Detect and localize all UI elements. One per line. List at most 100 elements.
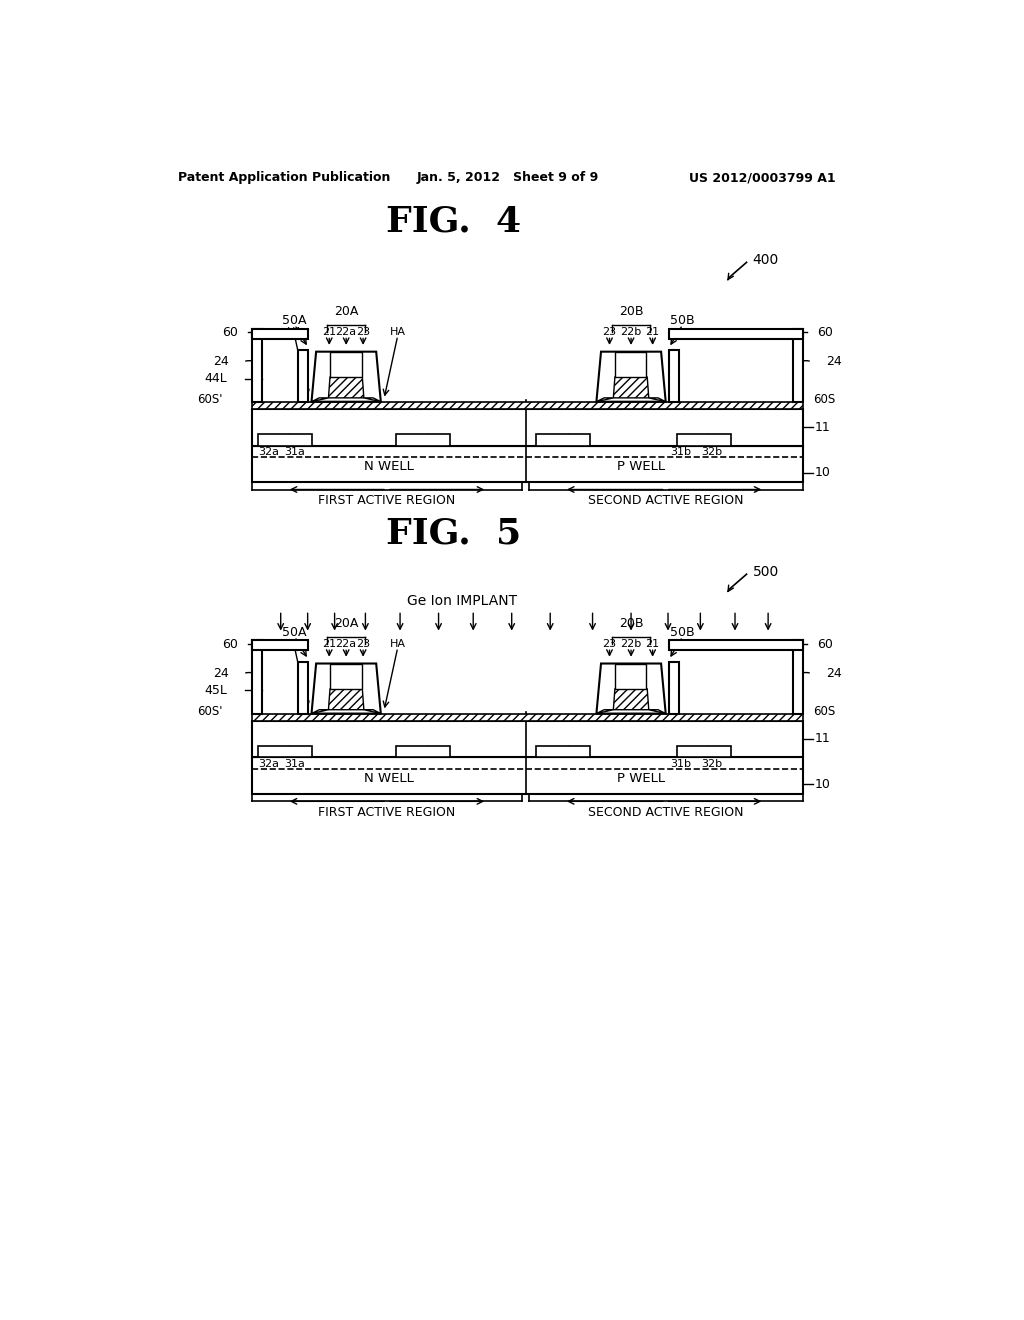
- Text: 50B: 50B: [671, 314, 695, 327]
- Text: SECOND ACTIVE REGION: SECOND ACTIVE REGION: [588, 805, 743, 818]
- Polygon shape: [311, 710, 329, 714]
- Text: 21: 21: [645, 327, 659, 338]
- Text: FIG.  5: FIG. 5: [386, 516, 521, 550]
- Polygon shape: [311, 397, 329, 401]
- Text: 24: 24: [213, 667, 229, 680]
- Text: 60: 60: [222, 638, 239, 651]
- Text: 20A: 20A: [334, 305, 358, 318]
- Text: HA: HA: [390, 327, 406, 338]
- Text: Patent Application Publication: Patent Application Publication: [178, 172, 391, 185]
- Text: HA: HA: [287, 639, 302, 649]
- Text: 31a: 31a: [284, 759, 305, 768]
- Text: 20B: 20B: [618, 616, 643, 630]
- Bar: [669, 329, 803, 339]
- Text: HA: HA: [287, 327, 302, 338]
- Bar: [669, 663, 679, 714]
- Text: FIRST ACTIVE REGION: FIRST ACTIVE REGION: [318, 805, 456, 818]
- Text: N$^+$: N$^+$: [695, 743, 713, 759]
- Bar: [252, 758, 803, 793]
- Polygon shape: [596, 397, 613, 401]
- Text: 21: 21: [645, 639, 659, 649]
- Bar: [252, 401, 803, 409]
- Polygon shape: [613, 378, 649, 397]
- Text: 23: 23: [356, 327, 370, 338]
- Text: N$^+$: N$^+$: [555, 743, 572, 759]
- Text: 60: 60: [816, 326, 833, 339]
- Bar: [298, 350, 308, 401]
- Text: P$^+$: P$^+$: [415, 743, 431, 759]
- Text: 24: 24: [826, 355, 842, 368]
- Text: 31b: 31b: [671, 759, 691, 768]
- Text: 24: 24: [826, 667, 842, 680]
- Text: 50A: 50A: [283, 626, 307, 639]
- Text: 50B: 50B: [671, 626, 695, 639]
- Text: 45L: 45L: [205, 684, 227, 697]
- Text: 24: 24: [213, 355, 229, 368]
- Text: 60: 60: [222, 326, 239, 339]
- Text: 11: 11: [814, 733, 830, 746]
- Bar: [252, 714, 803, 721]
- Bar: [793, 640, 803, 714]
- Text: 23: 23: [602, 327, 616, 338]
- Text: N$^+$: N$^+$: [695, 432, 713, 447]
- Text: 60S': 60S': [198, 393, 223, 407]
- Bar: [252, 329, 308, 339]
- Text: 11: 11: [814, 421, 830, 434]
- Bar: [396, 434, 451, 446]
- Text: 32b: 32b: [701, 759, 723, 768]
- Text: 22a: 22a: [336, 327, 356, 338]
- Text: 22b: 22b: [621, 639, 642, 649]
- Text: SECOND ACTIVE REGION: SECOND ACTIVE REGION: [588, 494, 743, 507]
- Polygon shape: [364, 397, 381, 401]
- Bar: [614, 351, 646, 378]
- Bar: [298, 663, 308, 714]
- Polygon shape: [649, 397, 666, 401]
- Text: 44L: 44L: [205, 372, 227, 385]
- Bar: [396, 746, 451, 758]
- Bar: [669, 640, 803, 651]
- Text: 23: 23: [602, 639, 616, 649]
- Bar: [614, 664, 646, 689]
- Bar: [677, 746, 731, 758]
- Text: 23: 23: [356, 639, 370, 649]
- Bar: [677, 434, 731, 446]
- Polygon shape: [364, 710, 381, 714]
- Text: FIRST ACTIVE REGION: FIRST ACTIVE REGION: [318, 494, 456, 507]
- Text: 31a: 31a: [284, 446, 305, 457]
- Text: 22b: 22b: [621, 327, 642, 338]
- Text: 21: 21: [323, 327, 336, 338]
- Bar: [252, 640, 308, 651]
- Bar: [793, 329, 803, 401]
- Text: N$^+$: N$^+$: [555, 432, 572, 447]
- Bar: [252, 640, 262, 714]
- Bar: [537, 434, 590, 446]
- Text: HA: HA: [390, 639, 406, 649]
- Text: P$^+$: P$^+$: [278, 432, 293, 447]
- Polygon shape: [311, 351, 381, 401]
- Text: 32a: 32a: [259, 759, 280, 768]
- Text: N WELL: N WELL: [364, 772, 414, 785]
- Text: 20A: 20A: [334, 616, 358, 630]
- Text: 60S: 60S: [813, 393, 836, 407]
- Polygon shape: [596, 664, 666, 714]
- Text: N WELL: N WELL: [364, 459, 414, 473]
- Text: 500: 500: [753, 565, 779, 579]
- Text: P WELL: P WELL: [617, 459, 666, 473]
- Text: P$^+$: P$^+$: [415, 432, 431, 447]
- Text: 20B: 20B: [618, 305, 643, 318]
- Bar: [252, 721, 803, 758]
- Polygon shape: [596, 351, 666, 401]
- Text: 32b: 32b: [701, 446, 723, 457]
- Polygon shape: [613, 689, 649, 710]
- Text: P$^+$: P$^+$: [278, 743, 293, 759]
- Text: 32a: 32a: [259, 446, 280, 457]
- Bar: [252, 446, 803, 482]
- Text: Jan. 5, 2012   Sheet 9 of 9: Jan. 5, 2012 Sheet 9 of 9: [417, 172, 599, 185]
- Text: 400: 400: [753, 253, 779, 267]
- Bar: [669, 350, 679, 401]
- Text: 31b: 31b: [671, 446, 691, 457]
- Bar: [537, 746, 590, 758]
- Text: 60S: 60S: [813, 705, 836, 718]
- Text: 21: 21: [323, 639, 336, 649]
- Polygon shape: [596, 710, 613, 714]
